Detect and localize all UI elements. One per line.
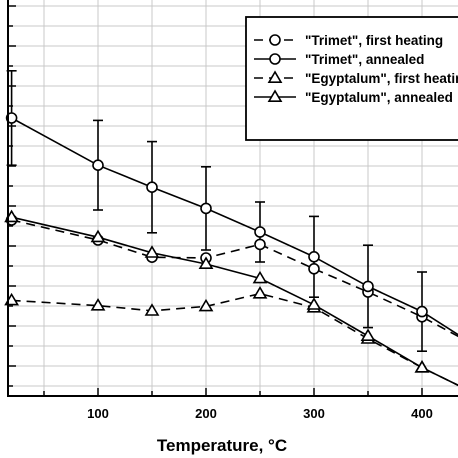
x-tick-label: 300 xyxy=(303,406,325,421)
data-point xyxy=(144,245,160,258)
legend-label: "Egyptalum", first heating xyxy=(305,71,458,86)
data-point xyxy=(254,238,266,251)
series-line xyxy=(11,219,458,338)
data-point xyxy=(269,34,281,46)
data-point xyxy=(362,280,374,293)
series-line xyxy=(11,292,458,387)
legend-label: "Egyptalum", annealed xyxy=(305,90,453,105)
x-axis-title: Temperature, °C xyxy=(157,436,287,455)
data-point xyxy=(198,256,214,270)
data-point xyxy=(416,305,428,318)
legend: "Trimet", first heating "Trimet", anneale… xyxy=(245,16,458,141)
x-tick-label: 400 xyxy=(411,406,433,421)
x-tick-label: 200 xyxy=(195,406,217,421)
data-point xyxy=(254,226,266,238)
x-tick-label: 100 xyxy=(87,406,109,421)
data-point xyxy=(198,298,214,312)
data-point xyxy=(252,270,268,284)
data-point xyxy=(146,181,158,193)
data-point xyxy=(269,53,281,65)
data-point xyxy=(267,89,283,102)
data-point xyxy=(144,303,160,316)
data-point xyxy=(90,229,106,243)
legend-label: "Trimet", annealed xyxy=(305,52,424,67)
data-point xyxy=(5,112,18,124)
data-point xyxy=(252,286,268,299)
data-point xyxy=(308,250,320,263)
data-point xyxy=(360,328,376,342)
plot-frame xyxy=(7,0,458,397)
axis-ticks xyxy=(8,5,423,396)
x-tick-labels: 100 200 300 400 xyxy=(87,406,433,421)
series-lines xyxy=(11,117,458,387)
data-point xyxy=(308,262,320,275)
data-point xyxy=(267,70,283,83)
data-points xyxy=(4,112,430,373)
legend-label: "Trimet", first heating xyxy=(305,33,443,48)
legend-box xyxy=(245,16,458,141)
data-point xyxy=(414,360,430,373)
data-point xyxy=(200,202,212,215)
data-point xyxy=(306,297,322,310)
data-point xyxy=(90,298,106,311)
data-point xyxy=(92,159,104,171)
